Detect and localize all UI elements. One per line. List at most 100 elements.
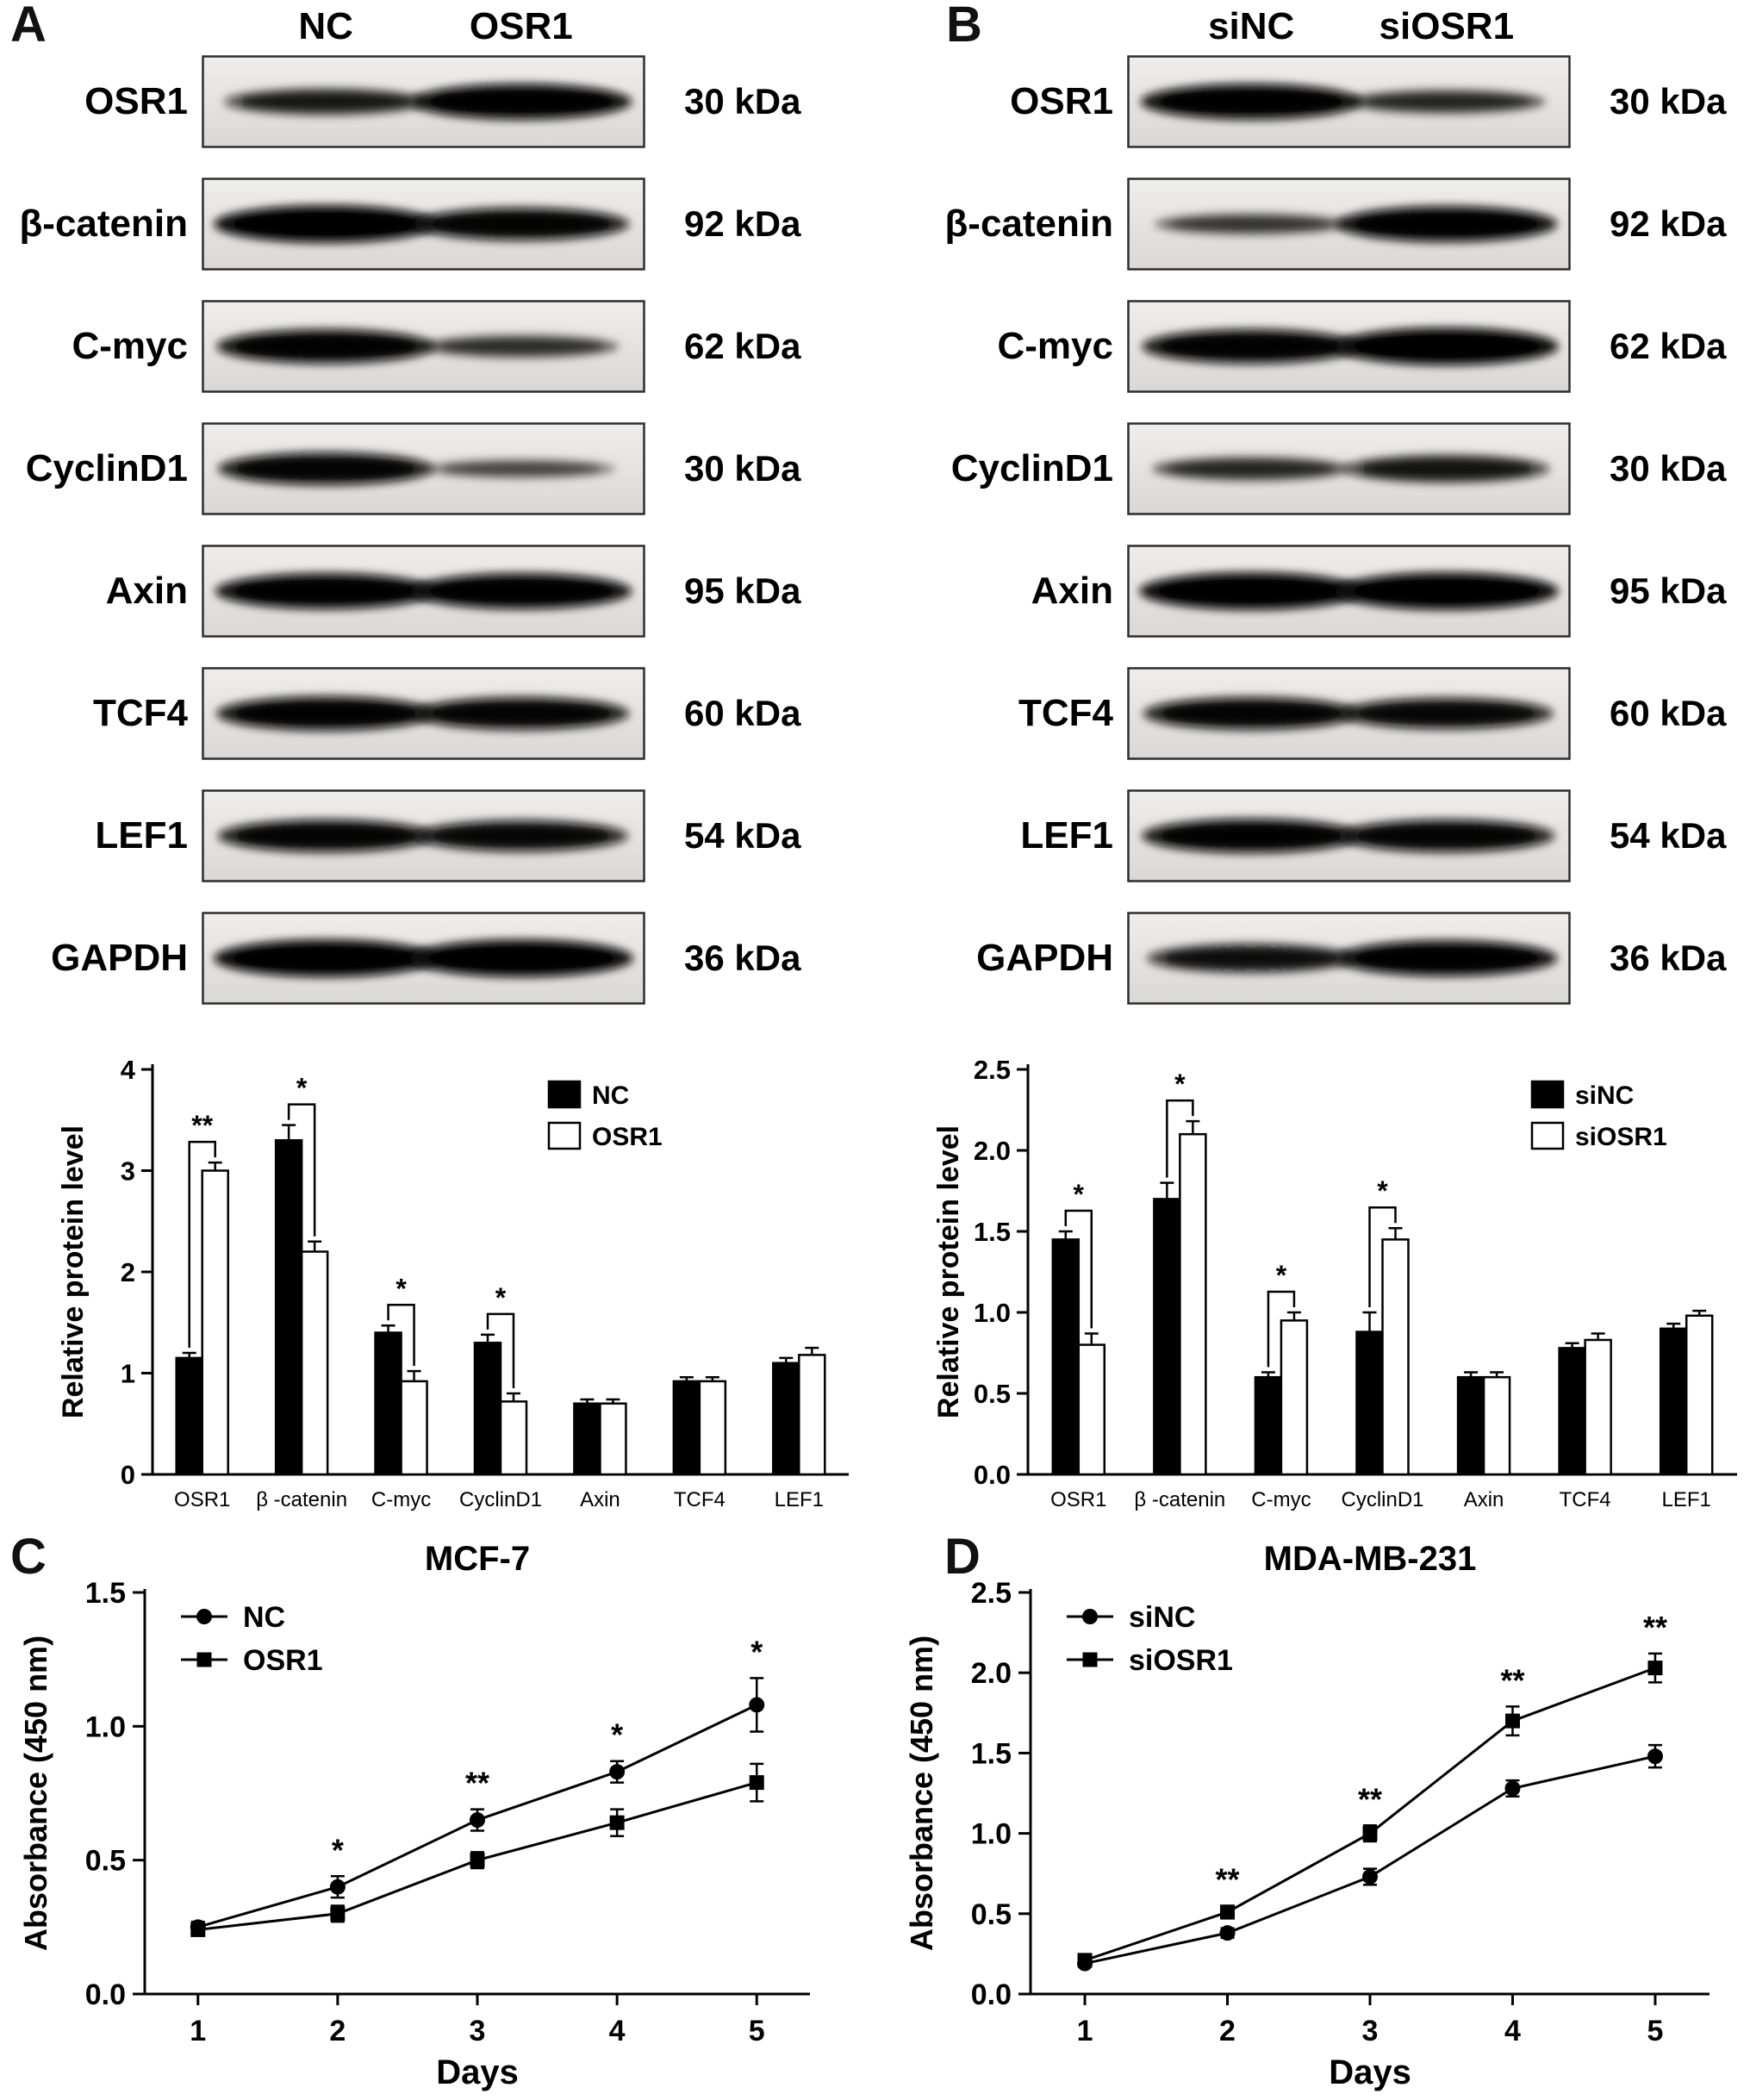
panel-b-bar-chart: 0.0 0.5 1.0 1.5 2.0 2.5 OSR1 β -catenin C-myc Cyc…: [929, 1048, 1747, 1541]
sig-star: *: [296, 1073, 308, 1104]
band-core: [1351, 580, 1541, 602]
band-core: [429, 703, 613, 724]
kda-label: 36 kDa: [1610, 938, 1727, 978]
panel-b-western-blots: siNC siOSR1 OSR1 30 kDa β-catenin 92 kDa C-myc…: [887, 5, 1750, 1039]
legend-swatch: [547, 1080, 582, 1109]
blot-image: [1127, 178, 1571, 271]
y-axis-label: Relative protein level: [932, 1125, 965, 1418]
kda-label: 62 kDa: [684, 326, 801, 366]
panel_c_line-svg: MCF-7 0.0 0.5 1.0 1.5 1 2 3 4 5 Days Absorbance (45…: [18, 1540, 810, 2091]
data-marker-square: [749, 1775, 764, 1791]
band-core: [233, 335, 419, 358]
bar-OSR1-4: [599, 1402, 627, 1476]
panel-d-line-chart: MDA-MB-231 0.0 0.5 1.0 1.5 2.0 2.5 1 2 3 4 5 Days Abs…: [901, 1539, 1744, 2096]
protein-band: [1142, 328, 1361, 365]
protein-band: [1334, 572, 1559, 610]
band-core: [1159, 703, 1343, 724]
panel_d_line-svg: MDA-MB-231 0.0 0.5 1.0 1.5 2.0 2.5 1 2 3 4 5 Days Abs…: [904, 1540, 1710, 2091]
y-tick-label: 0.0: [971, 1978, 1012, 2011]
band-core: [1355, 703, 1537, 724]
sig-star: *: [1377, 1175, 1388, 1206]
protein-label: C-myc: [997, 325, 1114, 367]
protein-band: [1336, 939, 1558, 977]
y-tick-label: 0: [121, 1460, 135, 1490]
bar-NC-0: [175, 1356, 203, 1476]
kda-label: 62 kDa: [1610, 326, 1727, 366]
sig-star: **: [465, 1766, 489, 1801]
sig-star: **: [191, 1110, 213, 1141]
sig-bracket: [188, 1140, 216, 1348]
kda-label: 30 kDa: [684, 81, 801, 122]
blot-image: [1127, 300, 1571, 393]
protein-band: [410, 572, 632, 610]
protein-band: [214, 939, 439, 977]
x-tick-label: 5: [1647, 2015, 1663, 2047]
blot-image: [1127, 789, 1571, 882]
panel-c-line-chart: MCF-7 0.0 0.5 1.0 1.5 1 2 3 4 5 Days Absorbance (45…: [16, 1539, 844, 2096]
kda-label: 60 kDa: [684, 693, 801, 733]
sig-bracket: [1166, 1099, 1194, 1178]
protein-band: [217, 819, 434, 853]
bar-siOSR1-2: [1280, 1319, 1309, 1476]
bar-siNC-5: [1558, 1347, 1586, 1476]
blot-image: [1127, 55, 1571, 148]
band-core: [429, 214, 613, 234]
band-core: [1355, 826, 1539, 846]
protein-band: [215, 572, 437, 610]
data-marker-square: [1504, 1713, 1520, 1729]
chart-title: MDA-MB-231: [1264, 1540, 1477, 1578]
bar-OSR1-6: [798, 1354, 826, 1476]
protein-band: [1347, 89, 1546, 115]
band-core: [1353, 213, 1541, 235]
band-core: [1169, 217, 1334, 231]
protein-band: [224, 88, 428, 115]
sig-star: *: [1174, 1069, 1186, 1100]
legend-label: OSR1: [592, 1123, 663, 1151]
category-label: TCF4: [674, 1488, 726, 1511]
category-label: CyclinD1: [1341, 1488, 1423, 1511]
data-marker-square: [196, 1652, 212, 1667]
protein-label: LEF1: [1020, 814, 1113, 857]
sig-star: **: [1358, 1781, 1382, 1816]
category-label: LEF1: [775, 1488, 824, 1511]
data-marker-circle: [1219, 1925, 1236, 1941]
category-label: β -catenin: [256, 1488, 347, 1511]
data-marker-square: [1647, 1661, 1663, 1676]
kda-label: 92 kDa: [684, 203, 801, 244]
data-marker-circle: [1082, 1609, 1098, 1624]
data-marker-circle: [1362, 1868, 1378, 1885]
lane-label: OSR1: [469, 5, 573, 47]
kda-label: 36 kDa: [684, 938, 801, 978]
protein-band: [1334, 327, 1559, 365]
bar-OSR1-1: [300, 1250, 329, 1476]
y-tick-label: 1.5: [974, 1217, 1011, 1247]
data-marker-square: [609, 1815, 625, 1830]
panel_b_bar-svg: 0.0 0.5 1.0 1.5 2.0 2.5 OSR1 β -catenin C-myc Cyc…: [932, 1055, 1737, 1511]
category-label: OSR1: [1050, 1488, 1106, 1511]
data-marker-circle: [470, 1812, 485, 1829]
lane-label: siNC: [1208, 5, 1295, 47]
y-axis-label: Absorbance (450 nm): [18, 1636, 53, 1951]
protein-band: [1139, 572, 1364, 610]
y-tick-label: 0.0: [974, 1460, 1011, 1490]
protein-label: CyclinD1: [950, 447, 1113, 489]
sig-star: *: [332, 1832, 344, 1867]
x-axis-label: Days: [1329, 2053, 1411, 2091]
protein-band: [427, 458, 615, 479]
band-core: [1359, 460, 1535, 477]
sig-star: *: [1074, 1179, 1085, 1210]
protein-label: OSR1: [1010, 80, 1113, 122]
sig-bracket: [1267, 1290, 1296, 1368]
band-core: [441, 463, 601, 475]
band-core: [233, 702, 419, 725]
bar-siOSR1-5: [1584, 1338, 1612, 1476]
protein-band: [216, 328, 436, 365]
category-label: C-myc: [371, 1488, 431, 1511]
category-label: Axin: [1464, 1488, 1504, 1511]
x-tick-label: 2: [329, 2015, 346, 2047]
protein-label: C-myc: [72, 325, 189, 367]
bar-NC-6: [772, 1362, 800, 1476]
panel-b-letter: B: [946, 0, 982, 53]
bar-NC-4: [573, 1402, 601, 1476]
legend-swatch: [547, 1121, 582, 1150]
